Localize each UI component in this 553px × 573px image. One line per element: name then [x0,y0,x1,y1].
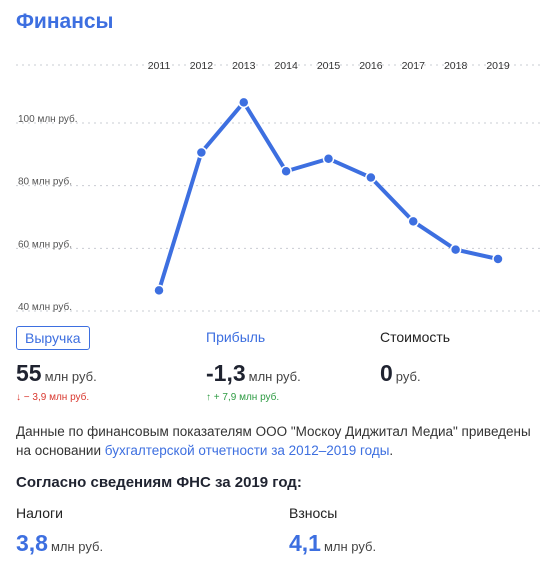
taxes-value: 3,8 [16,530,48,556]
taxes-label: Налоги [16,505,63,521]
y-tick-label: 40 млн руб. [18,301,72,313]
taxes-unit: млн руб. [50,539,104,554]
metric-revenue[interactable]: Выручка 55 млн руб. ↓ − 3,9 млн руб. [16,326,97,403]
data-point[interactable] [322,152,335,165]
cost-value-row: 0 руб. [380,360,450,387]
contributions-label: Взносы [289,505,338,521]
profit-value-row: -1,3 млн руб. [206,360,301,387]
x-tick-label: 2018 [444,60,468,72]
fns-contributions: Взносы 4,1 млн руб. [289,505,376,557]
y-tick-label: 100 млн руб. [18,113,78,125]
x-tick-label: 2013 [232,60,256,72]
x-tick-label: 2012 [190,60,214,72]
page-title: Финансы [16,10,114,33]
profit-tab[interactable]: Прибыль [206,329,266,345]
contributions-value: 4,1 [289,530,321,556]
revenue-value-row: 55 млн руб. [16,360,97,387]
cost-unit: руб. [395,369,421,384]
profit-unit: млн руб. [248,369,301,384]
x-tick-label: 2016 [359,60,383,72]
metric-profit[interactable]: Прибыль -1,3 млн руб. ↑ + 7,9 млн руб. [206,326,301,403]
contributions-unit: млн руб. [323,539,377,554]
fns-taxes: Налоги 3,8 млн руб. [16,505,103,557]
accounting-report-link[interactable]: бухгалтерской отчетности за 2012–2019 го… [104,443,390,458]
x-tick-label: 2017 [402,60,426,72]
finance-description: Данные по финансовым показателям ООО "Мо… [16,422,541,460]
profit-value: -1,3 [206,360,246,386]
data-point[interactable] [195,146,208,159]
fns-section-title: Согласно сведениям ФНС за 2019 год: [16,474,302,491]
description-text-2: . [389,443,394,458]
contributions-value-row: 4,1 млн руб. [289,530,376,557]
finance-line-chart: 2011 2012 2013 2014 2015 2016 2017 2018 2019 100… [16,60,541,313]
x-tick-label: 2011 [148,60,171,72]
y-tick-label: 80 млн руб. [18,176,72,188]
revenue-unit: млн руб. [44,369,97,384]
description-text-1: Данные по финансовым показателям ООО "Мо… [16,424,531,458]
value-label: Стоимость [380,329,451,345]
data-point[interactable] [492,253,504,265]
revenue-delta: ↓ − 3,9 млн руб. [16,392,90,403]
data-point[interactable] [365,171,377,184]
data-point[interactable] [407,215,419,228]
data-point[interactable] [449,243,462,256]
revenue-tab[interactable]: Выручка [16,326,90,350]
series-line [157,100,500,293]
x-tick-label: 2015 [317,60,341,72]
x-tick-label: 2019 [486,60,510,72]
profit-delta: ↑ + 7,9 млн руб. [206,392,280,403]
y-tick-label: 60 млн руб. [18,238,72,250]
data-point[interactable] [153,284,165,297]
revenue-value: 55 [16,360,42,386]
data-point[interactable] [238,96,250,109]
cost-value: 0 [380,360,393,386]
taxes-value-row: 3,8 млн руб. [16,530,103,557]
data-point[interactable] [280,165,292,178]
x-tick-label: 2014 [274,60,298,72]
metric-value: Стоимость 0 руб. [380,326,450,387]
